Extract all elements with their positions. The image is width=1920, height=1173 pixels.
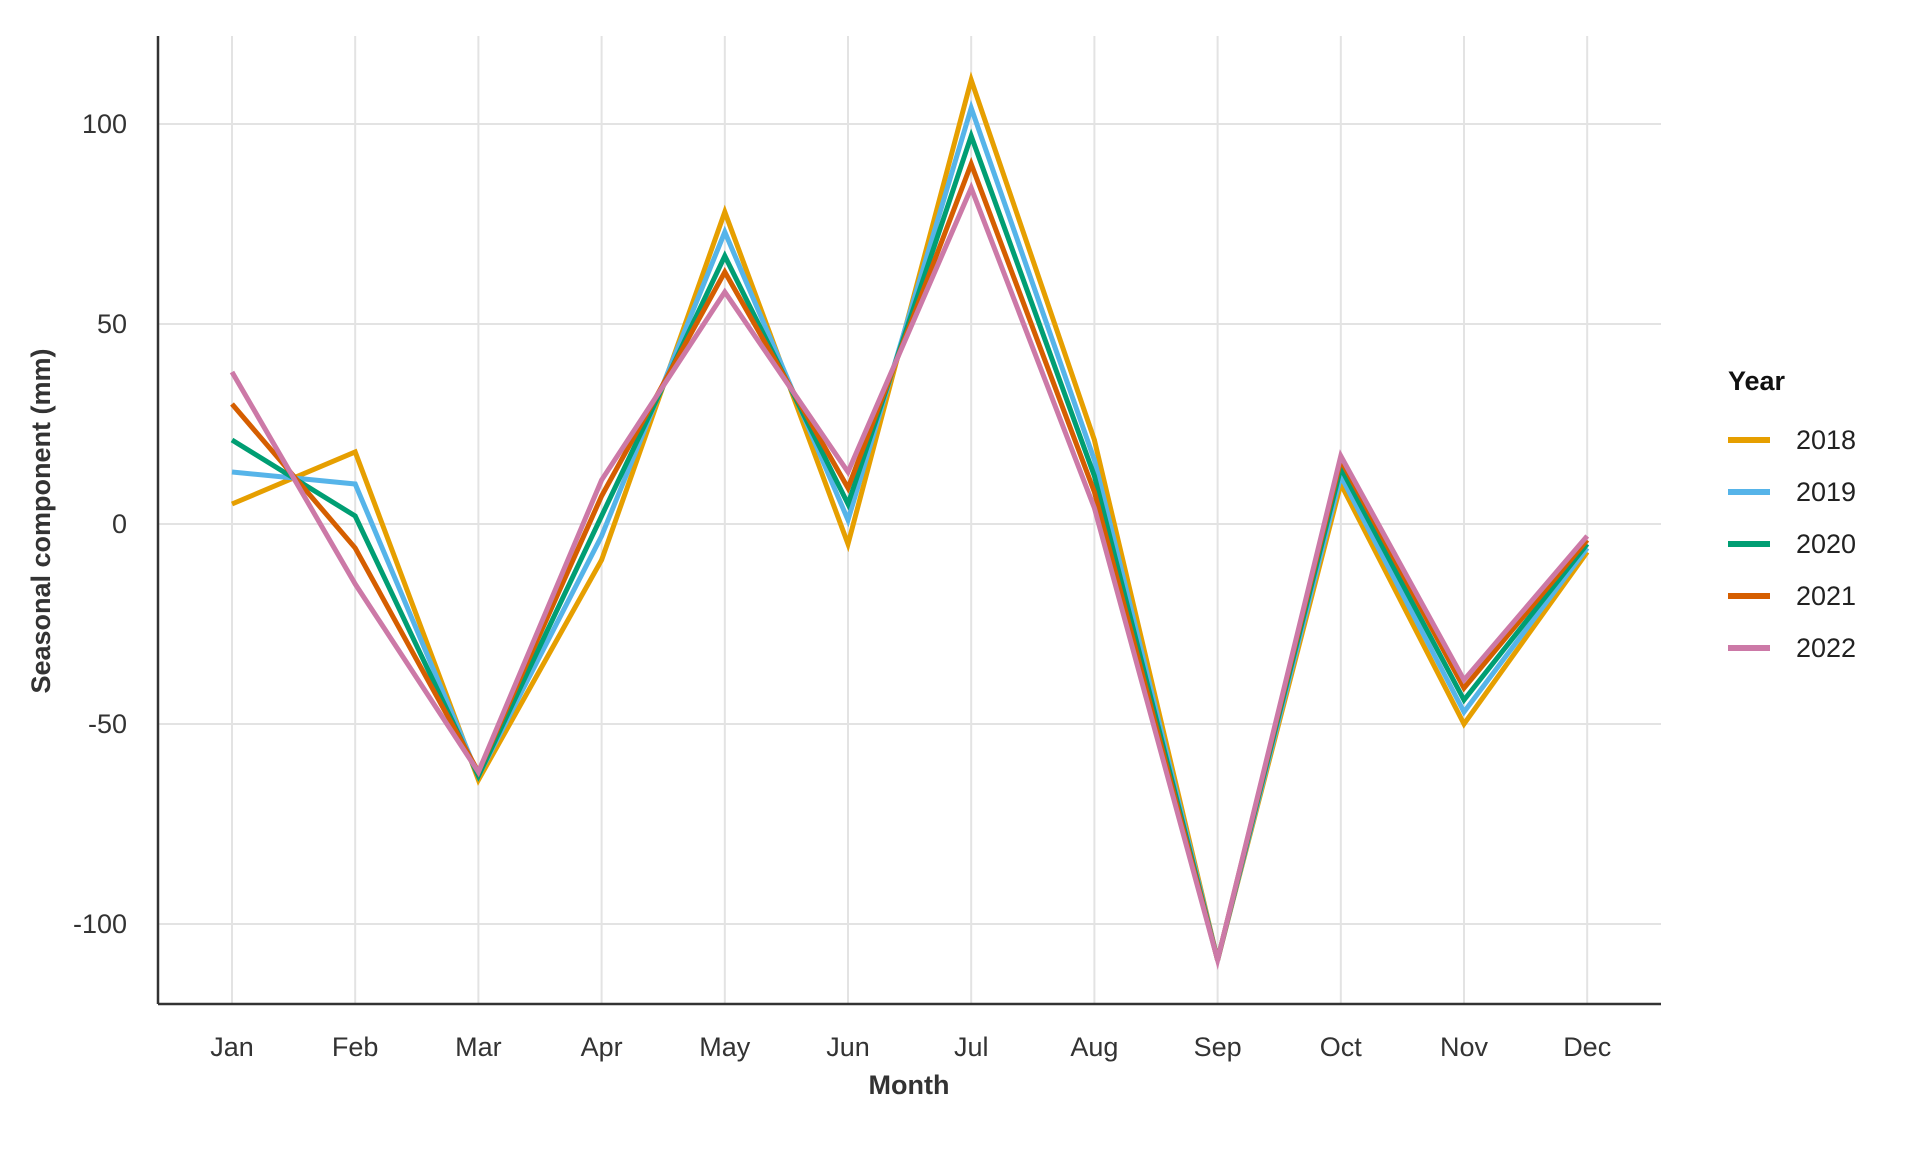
x-tick-label: Dec xyxy=(1563,1032,1611,1062)
x-tick-label: May xyxy=(699,1032,751,1062)
y-tick-label: 50 xyxy=(97,309,127,339)
x-tick-label: Feb xyxy=(332,1032,379,1062)
series-line-2022 xyxy=(229,181,1590,970)
x-tick-label: Jan xyxy=(210,1032,254,1062)
legend: Year 2018 2019 2020 2021 2022 xyxy=(1728,366,1856,663)
y-tick-label: 100 xyxy=(82,109,127,139)
x-tick-label: Apr xyxy=(581,1032,623,1062)
x-tick-labels: Jan Feb Mar Apr May Jun Jul Aug Sep Oct Nov Dec xyxy=(210,1032,1611,1062)
series-line-2018 xyxy=(231,71,1590,961)
y-tick-label: 0 xyxy=(112,509,127,539)
legend-label-2022: 2022 xyxy=(1796,633,1856,663)
x-tick-label: Oct xyxy=(1320,1032,1363,1062)
gridlines xyxy=(158,36,1661,1004)
x-tick-label: Jun xyxy=(826,1032,870,1062)
x-tick-label: Nov xyxy=(1440,1032,1489,1062)
y-tick-label: -50 xyxy=(88,709,127,739)
series-lines xyxy=(229,71,1590,970)
legend-title: Year xyxy=(1728,366,1786,396)
x-tick-label: Aug xyxy=(1070,1032,1118,1062)
legend-label-2018: 2018 xyxy=(1796,425,1856,455)
y-axis-title: Seasonal component (mm) xyxy=(26,348,56,693)
x-axis-title: Month xyxy=(869,1070,950,1100)
y-tick-labels: 100 50 0 -50 -100 xyxy=(73,109,127,939)
y-tick-label: -100 xyxy=(73,909,127,939)
series-line-2020 xyxy=(230,128,1590,961)
legend-label-2019: 2019 xyxy=(1796,477,1856,507)
x-tick-label: Sep xyxy=(1194,1032,1242,1062)
legend-label-2021: 2021 xyxy=(1796,581,1856,611)
x-tick-label: Jul xyxy=(954,1032,989,1062)
axes xyxy=(156,36,1661,1006)
x-tick-label: Mar xyxy=(455,1032,502,1062)
legend-label-2020: 2020 xyxy=(1796,529,1856,559)
